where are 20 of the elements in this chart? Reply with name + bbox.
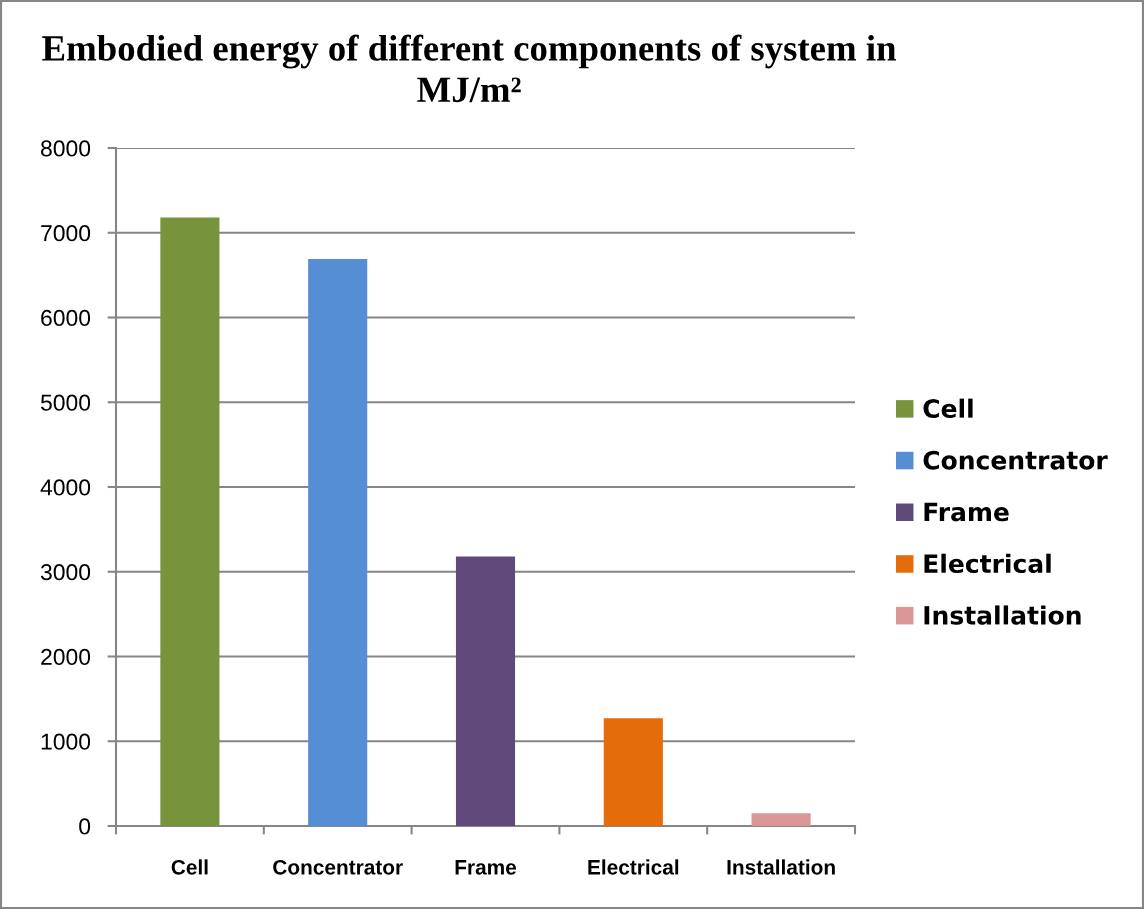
x-tick-label: Installation — [727, 859, 835, 875]
x-tick-label: Frame — [455, 860, 517, 875]
y-tick-label: 2000 — [41, 648, 91, 666]
y-tick-label: 6000 — [41, 309, 91, 327]
legend-label: Electrical — [924, 553, 1051, 574]
x-tick-label: Concentrator — [273, 859, 403, 875]
legend-label: Concentrator — [923, 450, 1108, 470]
legend-label: Cell — [923, 398, 973, 418]
x-tick-label: Electrical — [588, 859, 679, 875]
y-tick-label: 3000 — [40, 564, 91, 581]
y-tick-label: 1000 — [41, 733, 91, 750]
chart-title: Embodied energy of different components of system in MJ/m² — [42, 34, 896, 103]
legend-label: Installation — [924, 605, 1081, 625]
legend-label: Frame — [924, 502, 1009, 522]
y-tick-label: 5000 — [40, 394, 91, 411]
y-tick-label: 4000 — [40, 479, 91, 496]
y-tick-label: 8000 — [41, 140, 91, 157]
y-tick-label: 0 — [79, 818, 91, 835]
y-tick-label: 7000 — [41, 225, 91, 242]
x-tick-label: Cell — [171, 859, 208, 875]
